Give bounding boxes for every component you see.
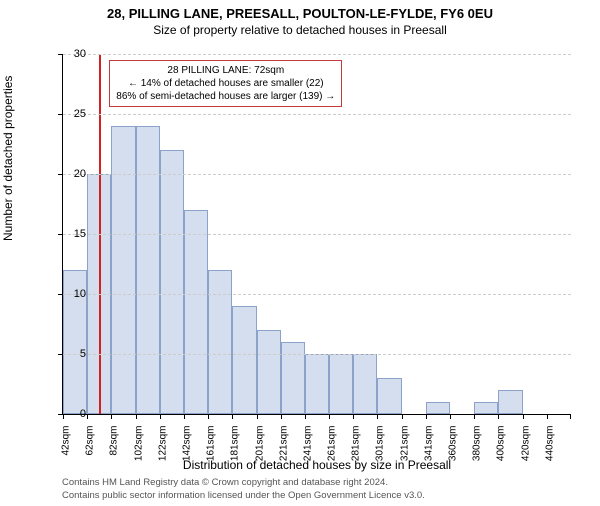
x-tick [136, 414, 137, 419]
histogram-bar [257, 330, 281, 414]
grid-line [63, 234, 571, 235]
x-tick [353, 414, 354, 419]
histogram-bar [208, 270, 232, 414]
histogram-bar [353, 354, 377, 414]
annotation-line-2: ← 14% of detached houses are smaller (22… [116, 77, 335, 90]
x-tick [523, 414, 524, 419]
x-tick [498, 414, 499, 419]
attribution-line-2: Contains public sector information licen… [62, 490, 425, 502]
annotation-box: 28 PILLING LANE: 72sqm ← 14% of detached… [109, 60, 342, 107]
grid-line [63, 114, 571, 115]
attribution-text: Contains HM Land Registry data © Crown c… [62, 477, 425, 502]
x-tick [232, 414, 233, 419]
x-tick [208, 414, 209, 419]
x-tick-label: 82sqm [109, 426, 120, 466]
x-tick-label: 380sqm [472, 426, 483, 466]
histogram-bar [160, 150, 184, 414]
histogram-bar [474, 402, 498, 414]
x-tick [87, 414, 88, 419]
x-tick-label: 241sqm [302, 426, 313, 466]
x-tick [305, 414, 306, 419]
chart-title-sub: Size of property relative to detached ho… [0, 23, 600, 37]
x-tick-label: 62sqm [85, 426, 96, 466]
histogram-bar [111, 126, 135, 414]
x-tick-label: 122sqm [157, 426, 168, 466]
y-tick-label: 0 [56, 408, 86, 420]
x-tick [450, 414, 451, 419]
y-tick-label: 15 [56, 228, 86, 240]
histogram-bar [498, 390, 522, 414]
x-tick-label: 102sqm [133, 426, 144, 466]
histogram-bar [377, 378, 401, 414]
y-tick-label: 20 [56, 168, 86, 180]
x-tick [570, 414, 571, 419]
histogram-bar [329, 354, 353, 414]
histogram-bar [426, 402, 450, 414]
x-tick-label: 181sqm [230, 426, 241, 466]
x-tick [474, 414, 475, 419]
x-tick-label: 261sqm [327, 426, 338, 466]
x-tick [111, 414, 112, 419]
x-tick-label: 301sqm [375, 426, 386, 466]
x-tick-label: 341sqm [423, 426, 434, 466]
x-tick [547, 414, 548, 419]
x-tick [184, 414, 185, 419]
histogram-bar [281, 342, 305, 414]
grid-line [63, 54, 571, 55]
x-tick-label: 440sqm [544, 426, 555, 466]
histogram-bar [136, 126, 160, 414]
chart-title-main: 28, PILLING LANE, PREESALL, POULTON-LE-F… [0, 6, 600, 21]
x-tick [160, 414, 161, 419]
x-tick-label: 161sqm [206, 426, 217, 466]
x-tick-label: 400sqm [496, 426, 507, 466]
x-tick [377, 414, 378, 419]
y-tick-label: 25 [56, 108, 86, 120]
x-tick-label: 281sqm [351, 426, 362, 466]
histogram-bar [184, 210, 208, 414]
y-tick-label: 5 [56, 348, 86, 360]
x-tick-label: 221sqm [278, 426, 289, 466]
y-tick-label: 30 [56, 48, 86, 60]
x-tick-label: 360sqm [448, 426, 459, 466]
x-tick-label: 420sqm [520, 426, 531, 466]
x-tick [402, 414, 403, 419]
x-tick [329, 414, 330, 419]
chart-plot-area: 28 PILLING LANE: 72sqm ← 14% of detached… [62, 54, 571, 415]
annotation-line-1: 28 PILLING LANE: 72sqm [116, 64, 335, 77]
x-tick-label: 321sqm [399, 426, 410, 466]
attribution-line-1: Contains HM Land Registry data © Crown c… [62, 477, 425, 489]
y-axis-label: Number of detached properties [1, 76, 15, 241]
annotation-line-3: 86% of semi-detached houses are larger (… [116, 90, 335, 103]
x-tick-label: 142sqm [181, 426, 192, 466]
x-tick [257, 414, 258, 419]
grid-line [63, 354, 571, 355]
histogram-bar [232, 306, 256, 414]
grid-line [63, 294, 571, 295]
grid-line [63, 174, 571, 175]
x-tick [426, 414, 427, 419]
x-tick-label: 201sqm [254, 426, 265, 466]
histogram-bar [305, 354, 329, 414]
y-tick-label: 10 [56, 288, 86, 300]
x-tick-label: 42sqm [61, 426, 72, 466]
x-tick [281, 414, 282, 419]
